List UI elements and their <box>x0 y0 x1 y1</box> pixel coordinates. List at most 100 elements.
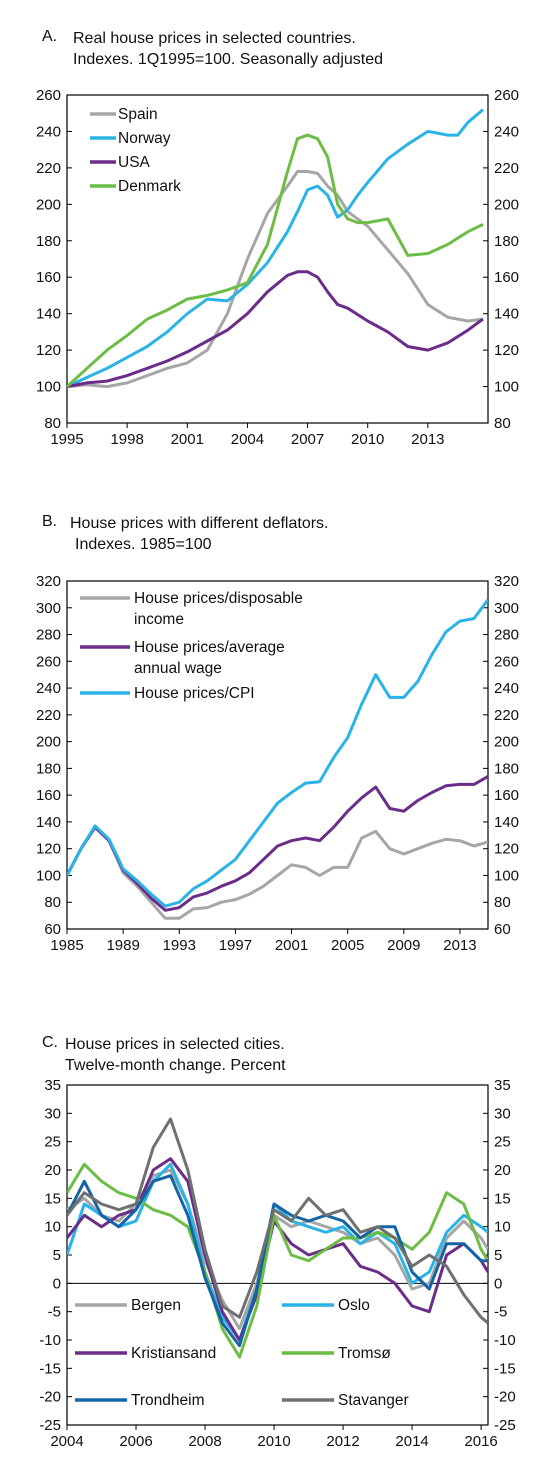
y-tick-label-right: -25 <box>494 1417 516 1434</box>
plot-frame <box>66 580 489 930</box>
panel-b-title-line-1: House prices with different deflators. <box>70 515 329 532</box>
y-tick-label-left: 5 <box>53 1247 61 1264</box>
chart-c: -25 -25 -20 -20 -15 -15 -10 -10 -5 -5 0 0 5 5 10 10 15 15… <box>39 1077 516 1450</box>
legend-label: USA <box>118 154 151 171</box>
y-tick-label-right: -20 <box>494 1389 516 1406</box>
panel-c-title-line-2: Twelve-month change. Percent <box>65 1057 286 1074</box>
y-tick-label-right: 30 <box>494 1105 511 1122</box>
x-tick-label: 2004 <box>50 1433 83 1450</box>
y-tick-label-left: 200 <box>36 734 61 751</box>
panel-c-title-line-1: House prices in selected cities. <box>65 1036 285 1053</box>
x-tick-label: 2014 <box>395 1433 428 1450</box>
y-tick-label-right: 160 <box>494 787 519 804</box>
y-tick-label-right: -5 <box>494 1304 507 1321</box>
y-tick-label-right: -15 <box>494 1360 516 1377</box>
y-tick-label-left: 30 <box>44 1105 61 1122</box>
y-tick-label-right: 180 <box>494 233 519 250</box>
y-tick-label-left: -15 <box>39 1360 61 1377</box>
x-tick-label: 2001 <box>171 431 204 448</box>
x-tick-label: 2007 <box>291 431 324 448</box>
legend-label: House prices/disposable <box>134 590 303 607</box>
x-tick-label: 1985 <box>50 937 83 954</box>
y-tick-label-right: 100 <box>494 379 519 396</box>
x-tick-label: 2005 <box>331 937 364 954</box>
series-line-stavanger <box>67 1117 488 1325</box>
y-tick-label-left: 120 <box>36 342 61 359</box>
y-tick-label-right: 140 <box>494 306 519 323</box>
x-tick-label: 1998 <box>110 431 143 448</box>
legend-label: Norway <box>118 130 171 147</box>
x-tick-label: 2013 <box>443 937 476 954</box>
y-tick-label-right: 240 <box>494 680 519 697</box>
y-tick-label-left: 240 <box>36 123 61 140</box>
y-tick-label-left: 180 <box>36 760 61 777</box>
y-tick-label-left: 220 <box>36 707 61 724</box>
y-tick-label-left: 320 <box>36 573 61 590</box>
series-line-house-prices-cpi <box>67 598 488 908</box>
x-tick-label: 2004 <box>231 431 264 448</box>
panel-c: C. House prices in selected cities. Twel… <box>0 1020 560 1483</box>
legend-label: House prices/average <box>134 639 285 656</box>
x-tick-label: 1997 <box>219 937 252 954</box>
y-tick-label-left: 260 <box>36 653 61 670</box>
y-tick-label-left: 25 <box>44 1134 61 1151</box>
panel-b-title-line-2: Indexes. 1985=100 <box>75 536 212 553</box>
y-tick-label-right: 280 <box>494 627 519 644</box>
y-tick-label-right: 100 <box>494 867 519 884</box>
legend-label: House prices/CPI <box>134 685 255 702</box>
y-tick-label-right: 25 <box>494 1134 511 1151</box>
y-tick-label-right: 220 <box>494 160 519 177</box>
panel-c-label: C. <box>42 1034 58 1051</box>
x-tick-label: 2016 <box>464 1433 497 1450</box>
y-tick-label-right: 120 <box>494 841 519 858</box>
series-line-spain <box>67 170 484 389</box>
y-tick-label-left: 20 <box>44 1162 61 1179</box>
y-tick-label-right: 140 <box>494 814 519 831</box>
series-line-house-prices-disposable-income <box>67 825 488 920</box>
y-tick-label-left: -20 <box>39 1389 61 1406</box>
y-tick-label-left: 60 <box>44 921 61 938</box>
y-tick-label-left: 10 <box>44 1219 61 1236</box>
y-tick-label-left: -25 <box>39 1417 61 1434</box>
chart-b: 60 60 80 80 100 100 120 120 140 140 160 160 180 180 20… <box>36 573 519 954</box>
y-tick-label-left: 35 <box>44 1077 61 1094</box>
y-tick-label-left: 180 <box>36 233 61 250</box>
legend-label: Bergen <box>131 1297 181 1314</box>
y-tick-label-left: 100 <box>36 867 61 884</box>
x-tick-label: 2001 <box>275 937 308 954</box>
y-tick-label-right: 200 <box>494 734 519 751</box>
y-tick-label-left: 280 <box>36 627 61 644</box>
x-tick-label: 2012 <box>326 1433 359 1450</box>
y-tick-label-right: -10 <box>494 1332 516 1349</box>
series-line-oslo <box>67 1162 488 1342</box>
legend-label: annual wage <box>134 660 222 677</box>
panel-a-title-line-1: Real house prices in selected countries. <box>73 30 356 47</box>
y-tick-label-right: 80 <box>494 894 511 911</box>
legend-label: Kristiansand <box>131 1345 216 1362</box>
panel-b: B. House prices with different deflators… <box>0 500 560 970</box>
y-tick-label-left: 140 <box>36 306 61 323</box>
x-tick-label: 1995 <box>50 431 83 448</box>
chart-a: 80 80 100 100 120 120 140 140 160 160 180 180 200 200… <box>36 87 519 448</box>
y-tick-label-right: 0 <box>494 1275 502 1292</box>
y-tick-label-left: 240 <box>36 680 61 697</box>
x-tick-label: 1989 <box>106 937 139 954</box>
plot-frame <box>66 1084 489 1426</box>
y-tick-label-left: 260 <box>36 87 61 104</box>
y-tick-label-left: -10 <box>39 1332 61 1349</box>
y-tick-label-left: 160 <box>36 269 61 286</box>
y-tick-label-left: 15 <box>44 1190 61 1207</box>
y-tick-label-right: 35 <box>494 1077 511 1094</box>
legend-label: Stavanger <box>338 1392 409 1409</box>
x-tick-label: 1993 <box>163 937 196 954</box>
x-tick-label: 2010 <box>351 431 384 448</box>
y-tick-label-right: 180 <box>494 760 519 777</box>
y-tick-label-left: 200 <box>36 196 61 213</box>
y-tick-label-left: 80 <box>44 415 61 432</box>
y-tick-label-left: 80 <box>44 894 61 911</box>
x-tick-label: 2008 <box>188 1433 221 1450</box>
panel-a-title-line-2: Indexes. 1Q1995=100. Seasonally adjusted <box>73 51 384 68</box>
panel-a-label: A. <box>42 28 58 45</box>
legend-label: income <box>134 611 184 628</box>
legend-label: Denmark <box>118 178 181 195</box>
